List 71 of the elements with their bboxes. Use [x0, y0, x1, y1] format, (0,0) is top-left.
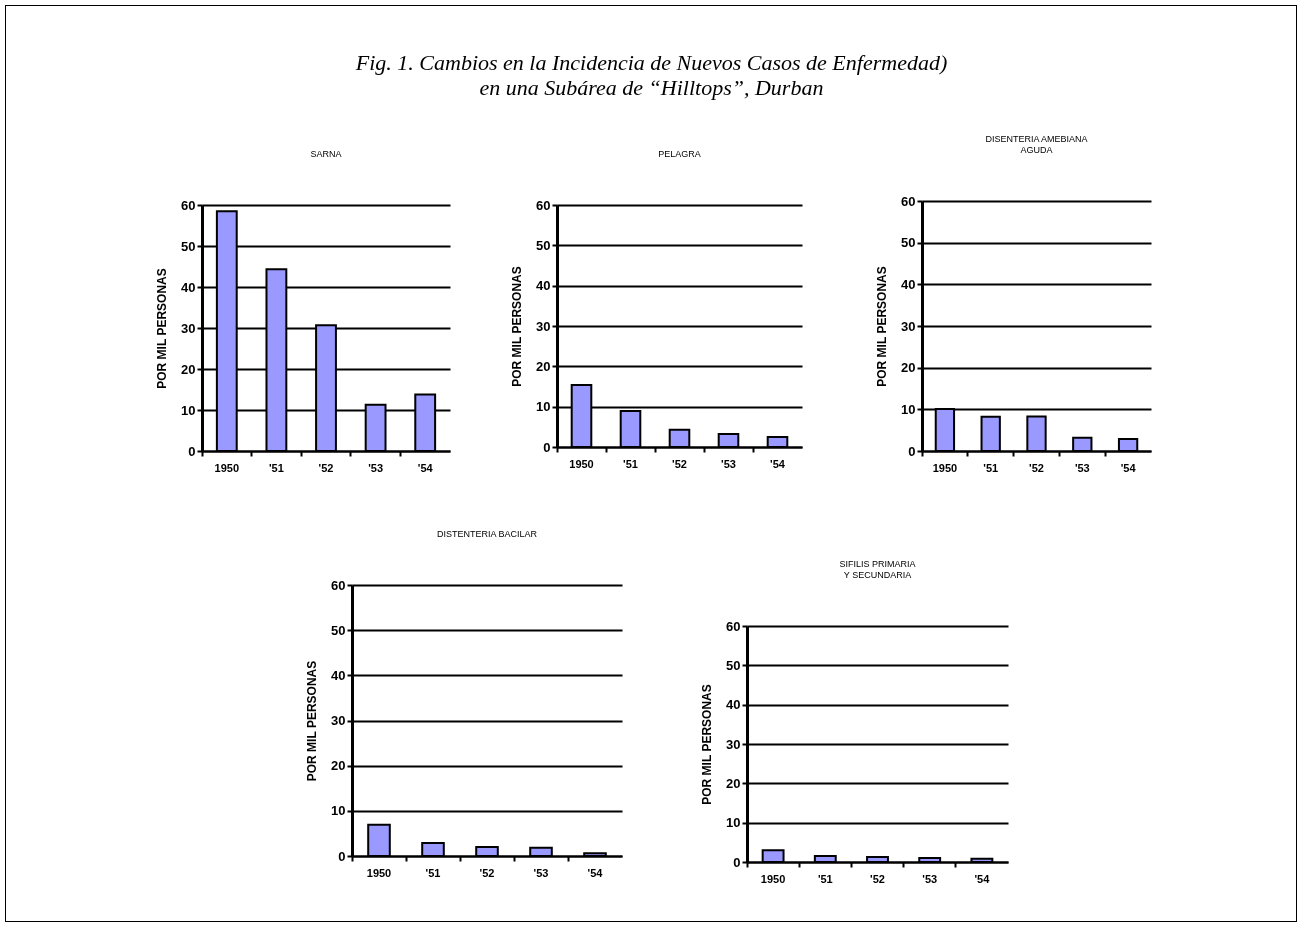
- y-tick-label: 20: [726, 775, 741, 791]
- y-tick-label: 0: [188, 443, 196, 459]
- y-tick-label: 10: [726, 815, 741, 831]
- y-tick-label: 50: [726, 657, 741, 673]
- x-tick-label: '52: [672, 457, 687, 470]
- x-tick-label: '52: [870, 872, 885, 885]
- x-tick-label: '52: [318, 461, 334, 474]
- y-tick-label: 10: [536, 399, 551, 415]
- x-tick-label: '54: [770, 457, 786, 470]
- x-tick-label: 1950: [214, 461, 240, 474]
- chart-title: DISENTERIA AMEBIANA AGUDA: [985, 134, 1088, 155]
- x-tick-label: '54: [417, 461, 434, 474]
- x-tick-label: '53: [721, 457, 736, 470]
- y-tick-label: 30: [901, 318, 916, 334]
- y-axis-title: POR MIL PERSONAS: [155, 268, 170, 389]
- y-tick-label: 10: [901, 401, 916, 417]
- y-axis-title: POR MIL PERSONAS: [875, 266, 890, 387]
- y-tick-label: 50: [181, 238, 196, 254]
- y-tick-label: 30: [536, 318, 551, 334]
- x-tick-label: 1950: [569, 457, 594, 470]
- y-tick-label: 50: [331, 622, 346, 638]
- y-tick-label: 30: [331, 713, 346, 728]
- y-tick-label: 50: [536, 237, 551, 253]
- y-tick-label: 20: [181, 361, 196, 377]
- y-axis-title: POR MIL PERSONAS: [510, 266, 525, 387]
- y-tick-label: 40: [536, 278, 551, 294]
- y-tick-label: 0: [908, 443, 916, 459]
- x-tick-label: '51: [983, 461, 999, 474]
- text: Fig. 1. Cambios en la Incidencia de Nuevos Casos de Enfermedad) en una Subárea de “Hilltops”, Durban: [354, 50, 949, 100]
- y-tick-label: 60: [181, 197, 196, 213]
- y-tick-label: 40: [726, 697, 741, 713]
- x-tick-label: 1950: [932, 461, 958, 474]
- x-tick-label: '53: [533, 866, 549, 879]
- x-tick-label: '51: [817, 872, 833, 885]
- x-tick-label: '52: [479, 866, 495, 879]
- x-tick-label: '53: [368, 461, 384, 474]
- y-tick-label: 0: [543, 439, 551, 455]
- x-tick-label: '51: [623, 457, 638, 470]
- y-tick-label: 40: [331, 667, 346, 683]
- y-tick-label: 60: [536, 197, 551, 213]
- x-tick-label: '54: [587, 866, 604, 879]
- x-tick-label: 1950: [760, 872, 786, 885]
- y-tick-label: 20: [536, 358, 551, 374]
- y-tick-label: 40: [901, 276, 916, 292]
- chart-title: SIFILIS PRIMARIA Y SECUNDARIA: [839, 559, 916, 580]
- y-tick-label: 40: [181, 279, 196, 295]
- x-tick-label: '51: [268, 461, 284, 474]
- y-tick-label: 20: [331, 758, 346, 774]
- y-tick-label: 0: [338, 848, 346, 864]
- y-tick-label: 60: [726, 618, 741, 634]
- y-axis-title: POR MIL PERSONAS: [305, 660, 320, 782]
- x-tick-label: '54: [974, 872, 991, 885]
- x-tick-label: '53: [922, 872, 938, 885]
- chart-title: DISTENTERIA BACILAR: [436, 529, 538, 539]
- y-tick-label: 10: [181, 402, 196, 418]
- x-tick-label: 1950: [366, 866, 392, 879]
- x-tick-label: '54: [1120, 461, 1137, 474]
- y-tick-label: 50: [901, 235, 916, 251]
- y-tick-label: 0: [733, 854, 741, 870]
- y-tick-label: 10: [331, 803, 346, 819]
- y-tick-label: 60: [331, 577, 346, 593]
- y-axis-title: POR MIL PERSONAS: [700, 684, 715, 805]
- chart-title: SARNA: [310, 149, 342, 159]
- y-tick-label: 20: [901, 360, 916, 376]
- y-tick-label: 60: [901, 193, 916, 209]
- chart-title: PELAGRA: [658, 149, 701, 159]
- x-tick-label: '53: [1074, 461, 1090, 474]
- y-tick-label: 30: [726, 736, 741, 752]
- x-tick-label: '51: [425, 866, 441, 879]
- y-tick-label: 30: [181, 320, 196, 336]
- x-tick-label: '52: [1029, 461, 1044, 474]
